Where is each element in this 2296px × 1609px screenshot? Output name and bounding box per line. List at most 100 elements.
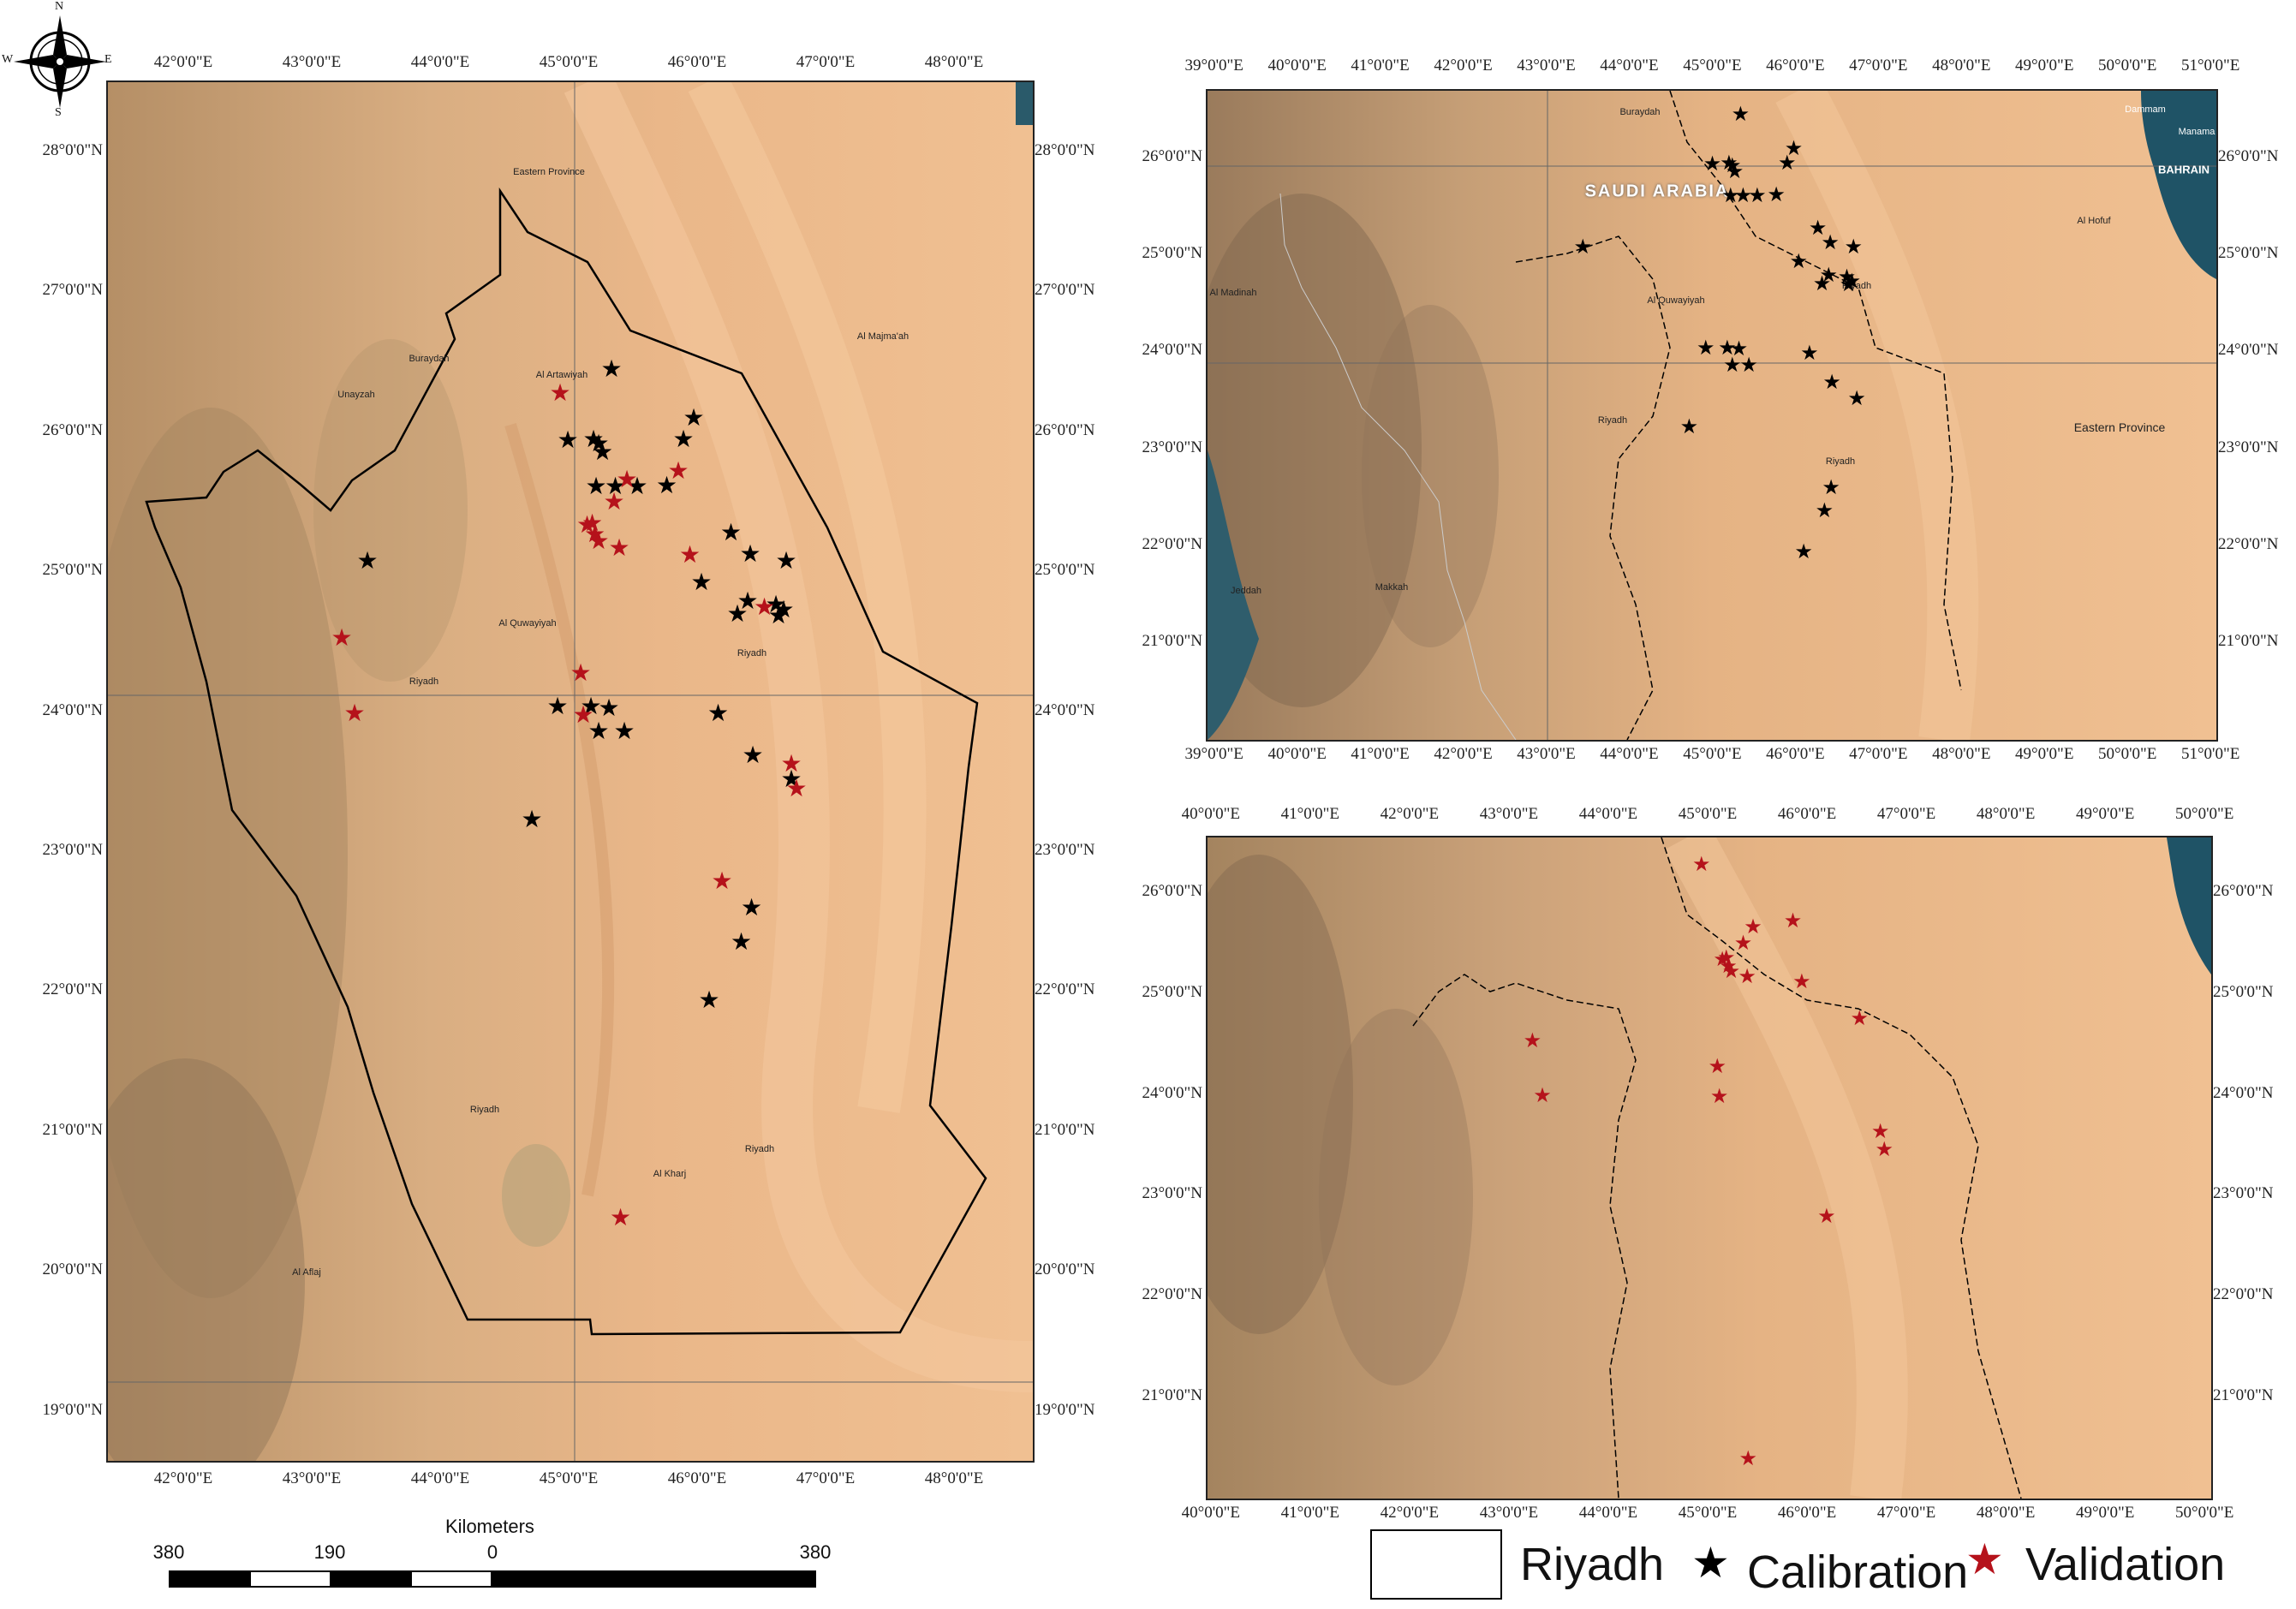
- calibration-point: ★: [1847, 386, 1866, 410]
- calibration-point: ★: [719, 519, 742, 546]
- validation-point: ★: [1721, 959, 1741, 983]
- latitude-tick-label: 26°0'0"N: [2218, 147, 2279, 166]
- calibration-point: ★: [1731, 103, 1750, 127]
- calibration-point: ★: [1821, 230, 1840, 254]
- latitude-tick-label: 23°0'0"N: [1035, 840, 1095, 859]
- longitude-tick-label: 49°0'0"E: [2075, 805, 2135, 823]
- calibration-point: ★: [726, 600, 748, 628]
- scale-bar-label: 0: [486, 1541, 498, 1563]
- latitude-tick-label: 20°0'0"N: [42, 1260, 104, 1279]
- scale-bar-segment: [330, 1570, 412, 1588]
- longitude-tick-label: 45°0'0"E: [1678, 1504, 1738, 1522]
- validation-point: ★: [572, 700, 594, 728]
- longitude-tick-label: 43°0'0"E: [1517, 745, 1576, 763]
- latitude-tick-label: 23°0'0"N: [2218, 438, 2279, 456]
- longitude-tick-label: 47°0'0"E: [1849, 57, 1908, 74]
- longitude-tick-label: 49°0'0"E: [2075, 1504, 2135, 1522]
- calibration-point: ★: [598, 694, 620, 721]
- compass-n-label: N: [55, 0, 64, 13]
- calibration-point: ★: [1722, 154, 1742, 178]
- validation-point: ★: [667, 457, 689, 485]
- longitude-tick-label: 47°0'0"E: [1876, 1504, 1936, 1522]
- longitude-tick-label: 45°0'0"E: [539, 1469, 599, 1487]
- validation-point: ★: [575, 510, 599, 538]
- latitude-tick-label: 19°0'0"N: [42, 1400, 104, 1419]
- calibration-point: ★: [1794, 539, 1813, 563]
- longitude-tick-label: 41°0'0"E: [1351, 745, 1410, 763]
- validation-point: ★: [1875, 1138, 1893, 1162]
- validation-point: ★: [711, 867, 733, 895]
- latitude-tick-label: 24°0'0"N: [1035, 700, 1095, 719]
- validation-point: ★: [1523, 1029, 1542, 1053]
- left-place-label: Al Quwayiyah: [498, 618, 557, 629]
- longitude-tick-label: 42°0'0"E: [1434, 57, 1493, 74]
- legend-validation-label: Validation: [2025, 1539, 2226, 1590]
- latitude-tick-label: 25°0'0"N: [2213, 982, 2274, 1001]
- calibration-point: ★: [655, 471, 678, 498]
- longitude-tick-label: 47°0'0"E: [1849, 745, 1908, 763]
- latitude-tick-label: 23°0'0"N: [1142, 1184, 1203, 1203]
- top-right-place-label: Dammam: [2125, 104, 2166, 115]
- calibration-point: ★: [1722, 354, 1742, 378]
- scale-bar-title: Kilometers: [445, 1516, 534, 1537]
- validation-point: ★: [1783, 909, 1803, 933]
- calibration-point: ★: [742, 742, 764, 769]
- calibration-point: ★: [1842, 269, 1862, 293]
- latitude-tick-label: 19°0'0"N: [1035, 1400, 1095, 1419]
- latitude-tick-label: 28°0'0"N: [42, 140, 104, 159]
- longitude-tick-label: 44°0'0"E: [410, 1469, 470, 1487]
- latitude-tick-label: 25°0'0"N: [1035, 561, 1095, 580]
- calibration-point: ★: [587, 718, 610, 745]
- longitude-tick-label: 49°0'0"E: [2015, 745, 2074, 763]
- calibration-point: ★: [521, 806, 543, 833]
- longitude-tick-label: 42°0'0"E: [1380, 805, 1440, 823]
- latitude-tick-label: 21°0'0"N: [2218, 631, 2279, 650]
- longitude-tick-label: 41°0'0"E: [1280, 1504, 1340, 1522]
- calibration-point: ★: [1767, 183, 1786, 207]
- longitude-tick-label: 40°0'0"E: [1181, 1504, 1240, 1522]
- longitude-tick-label: 48°0'0"E: [924, 53, 984, 71]
- latitude-tick-label: 22°0'0"N: [2213, 1285, 2274, 1304]
- top-right-map-panel: SAUDI ARABIA BAHRAIN Eastern Province Ri…: [1206, 89, 2218, 742]
- left-place-label: Al Artawiyah: [535, 370, 588, 380]
- longitude-tick-label: 47°0'0"E: [1876, 805, 1936, 823]
- calibration-point: ★: [1696, 336, 1715, 360]
- latitude-tick-label: 25°0'0"N: [2218, 244, 2279, 263]
- validation-point: ★: [587, 527, 610, 555]
- left-map-basemap: [108, 82, 1033, 1461]
- top-right-place-label: Eastern Province: [2073, 420, 2166, 434]
- longitude-tick-label: 48°0'0"E: [1976, 1504, 2036, 1522]
- longitude-tick-label: 50°0'0"E: [2174, 1504, 2234, 1522]
- legend-riyadh-swatch: [1370, 1529, 1502, 1600]
- left-place-label: Unayzah: [337, 390, 375, 400]
- longitude-tick-label: 50°0'0"E: [2097, 745, 2157, 763]
- calibration-point: ★: [698, 986, 720, 1014]
- longitude-tick-label: 44°0'0"E: [1600, 745, 1659, 763]
- top-right-place-label: Al Quwayiyah: [1647, 295, 1705, 306]
- longitude-tick-label: 45°0'0"E: [1678, 805, 1738, 823]
- top-right-place-label: Makkah: [1375, 582, 1409, 593]
- bottom-right-map-basemap: [1208, 837, 2211, 1499]
- longitude-tick-label: 39°0'0"E: [1184, 57, 1243, 74]
- longitude-tick-label: 44°0'0"E: [1578, 805, 1638, 823]
- validation-point: ★: [753, 593, 776, 620]
- calibration-point: ★: [690, 568, 713, 595]
- latitude-tick-label: 25°0'0"N: [1142, 244, 1203, 263]
- longitude-tick-label: 48°0'0"E: [1976, 805, 2036, 823]
- validation-point: ★: [1733, 931, 1753, 955]
- calibration-point: ★: [1718, 336, 1737, 360]
- legend-calibration-label: Calibration: [1747, 1546, 1969, 1598]
- latitude-tick-label: 26°0'0"N: [1035, 420, 1095, 439]
- longitude-tick-label: 46°0'0"E: [1766, 57, 1825, 74]
- validation-point: ★: [581, 509, 604, 536]
- latitude-tick-label: 26°0'0"N: [1142, 147, 1203, 166]
- legend-riyadh-label: Riyadh: [1520, 1539, 1665, 1590]
- scale-bar-label: 380: [152, 1541, 185, 1563]
- latitude-tick-label: 22°0'0"N: [2218, 534, 2279, 553]
- calibration-point: ★: [739, 539, 761, 567]
- longitude-tick-label: 44°0'0"E: [410, 53, 470, 71]
- longitude-tick-label: 42°0'0"E: [153, 1469, 213, 1487]
- left-place-label: Eastern Province: [513, 167, 585, 177]
- top-right-place-label: Riyadh: [1825, 456, 1856, 467]
- longitude-tick-label: 48°0'0"E: [1932, 745, 1991, 763]
